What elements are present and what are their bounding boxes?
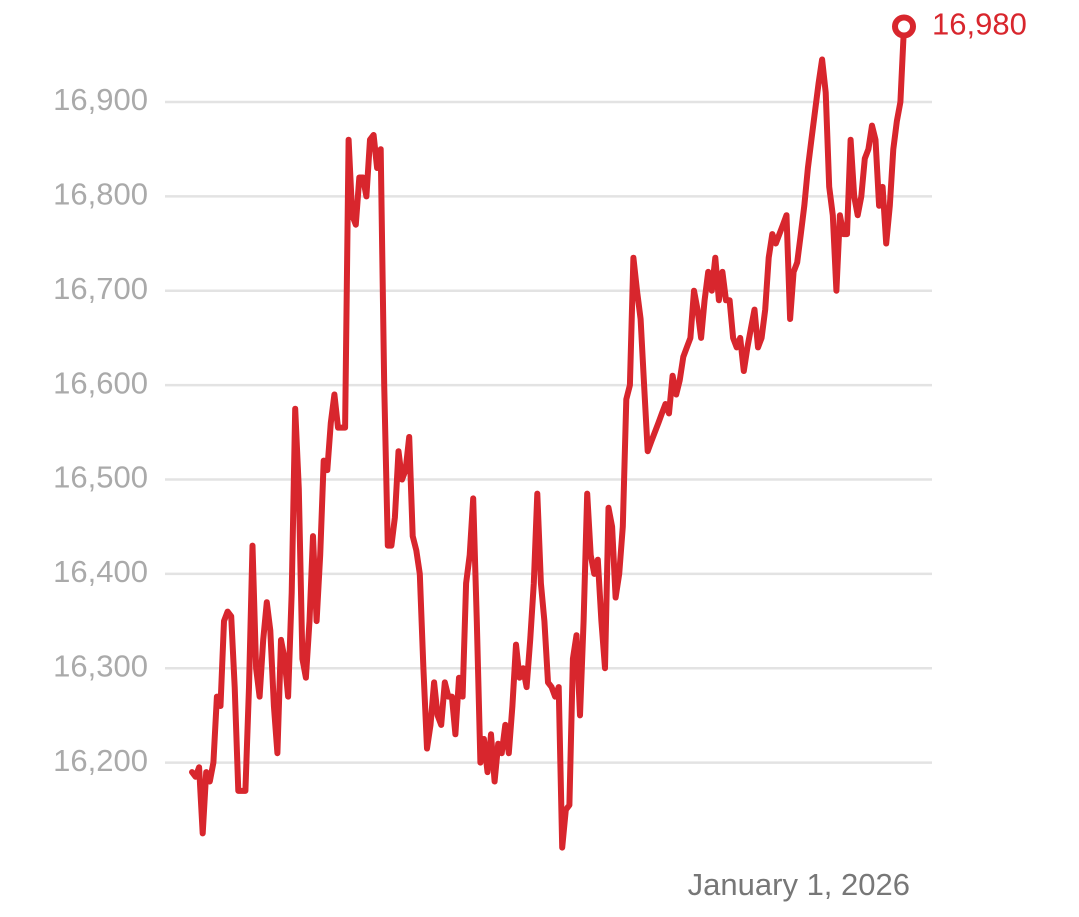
end-marker <box>892 14 916 39</box>
y-tick-label: 16,200 <box>53 743 148 778</box>
y-tick-label: 16,400 <box>53 554 148 589</box>
y-tick-label: 16,600 <box>53 365 148 400</box>
end-label: 16,980 <box>932 7 1027 42</box>
y-tick-label: 16,900 <box>53 82 148 117</box>
y-tick-label: 16,300 <box>53 648 148 683</box>
y-tick-label: 16,500 <box>53 460 148 495</box>
y-tick-label: 16,700 <box>53 271 148 306</box>
line <box>189 23 907 851</box>
y-tick-label: 16,800 <box>53 177 148 212</box>
date-label: January 1, 2026 <box>688 867 910 902</box>
